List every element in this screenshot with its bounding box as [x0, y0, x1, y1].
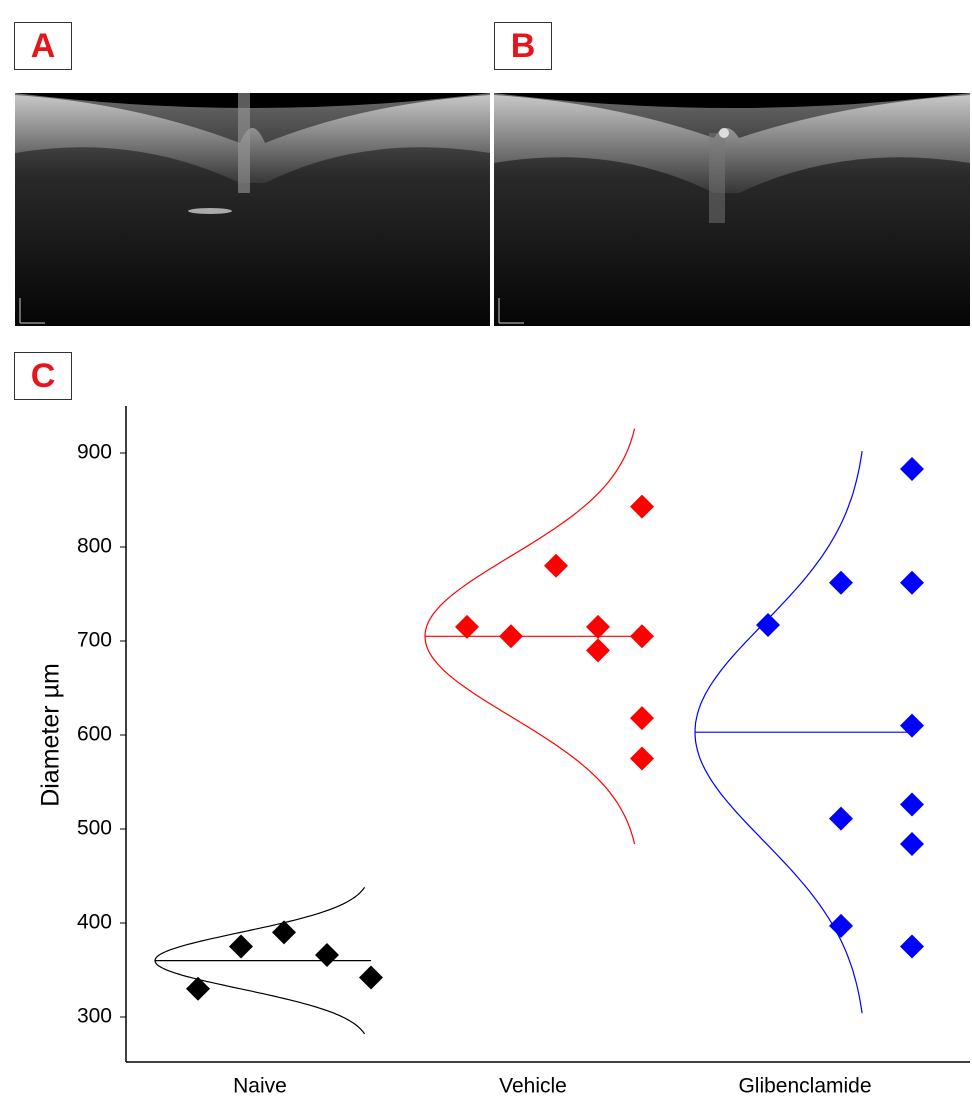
- data-point: [900, 456, 924, 481]
- data-point: [829, 806, 853, 831]
- data-point: [756, 613, 780, 638]
- panel-label: B: [494, 22, 552, 70]
- panel-label: C: [14, 352, 72, 400]
- y-tick-label: 900: [77, 441, 112, 464]
- data-point: [630, 624, 654, 649]
- data-point: [630, 706, 654, 731]
- data-point: [455, 614, 479, 639]
- data-point: [499, 624, 523, 649]
- oct-image: [15, 93, 490, 326]
- y-tick-label: 500: [77, 817, 112, 840]
- y-tick-label: 400: [77, 911, 112, 934]
- data-point: [186, 976, 210, 1001]
- y-tick-label: 800: [77, 535, 112, 558]
- x-tick-label: Glibenclamide: [738, 1075, 871, 1098]
- x-tick-label: Naive: [233, 1075, 287, 1098]
- data-point: [900, 792, 924, 817]
- data-point: [900, 832, 924, 857]
- data-point: [229, 934, 253, 959]
- oct-image: [494, 93, 970, 326]
- y-tick-label: 600: [77, 723, 112, 746]
- data-point: [272, 920, 296, 945]
- data-point: [544, 553, 568, 578]
- data-point: [630, 494, 654, 519]
- data-point: [900, 934, 924, 959]
- panel-label: A: [14, 22, 72, 70]
- data-point: [586, 614, 610, 639]
- y-tick-label: 300: [77, 1005, 112, 1028]
- data-point: [829, 913, 853, 938]
- data-point: [900, 713, 924, 738]
- y-axis-label: Diameter µm: [37, 663, 65, 807]
- data-point: [829, 570, 853, 595]
- data-point: [586, 638, 610, 663]
- y-tick-label: 700: [77, 629, 112, 652]
- data-point: [315, 942, 339, 967]
- data-point: [900, 570, 924, 595]
- data-point: [630, 746, 654, 771]
- x-tick-label: Vehicle: [499, 1075, 567, 1098]
- data-point: [359, 965, 383, 990]
